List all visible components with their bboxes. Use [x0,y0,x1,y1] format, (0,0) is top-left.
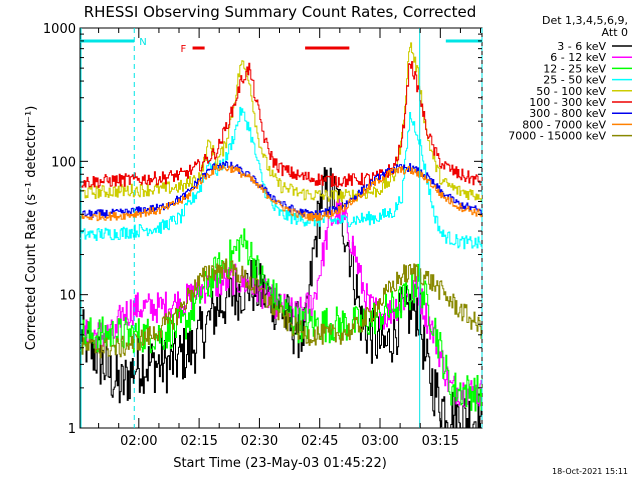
y-tick-label: 1 [68,422,76,437]
plot-frame-rect [79,27,483,429]
legend-header-line-2: Att 0 [602,26,628,39]
footer-timestamp: 18-Oct-2021 15:11 [552,467,628,476]
series-line-7 [80,161,482,219]
series-lines [80,42,482,428]
legend-entry-label: 100 - 300 keV [529,96,606,109]
x-tick-label: 03:15 [422,434,459,449]
y-tick-label: 10 [59,289,76,304]
legend-header-line-1: Det 1,3,4,5,6,9, [542,14,628,27]
chart-title: RHESSI Observing Summary Count Rates, Co… [84,3,477,21]
annotations: NF [80,28,483,428]
x-axis-label: Start Time (23-May-03 01:45:22) [173,456,387,471]
x-tick-label: 02:30 [241,434,278,449]
series-line-4 [80,106,482,250]
night-label: N [139,37,146,48]
series-line-6 [80,61,482,188]
legend-entry-label: 3 - 6 keV [557,40,606,53]
legend-entry-label: 800 - 7000 keV [522,118,606,131]
legend-entry-label: 12 - 25 keV [543,62,606,75]
legend-entry-label: 25 - 50 keV [543,74,606,87]
x-tick-label: 02:00 [120,434,157,449]
x-tick-label: 03:00 [361,434,398,449]
legend-entry-label: 6 - 12 keV [550,51,606,64]
series-line-8 [80,164,482,222]
flare-label: F [181,44,187,55]
series-line-9 [80,258,482,359]
plot-frame [79,27,483,429]
x-tick-label: 02:45 [301,434,338,449]
y-tick-label: 100 [51,155,76,170]
legend-entry-label: 7000 - 15000 keV [508,130,606,143]
series-line-5 [80,42,482,203]
y-axis-label: Corrected Count Rate (s⁻¹ detector⁻¹) [24,106,39,351]
y-tick-label: 1000 [43,22,76,37]
axes: 1 10 100 1000 02:00 02:15 02:30 02:45 03:00 03:15 [43,22,482,449]
x-tick-label: 02:15 [180,434,217,449]
legend-entry-label: 50 - 100 keV [536,85,606,98]
legend-entry-label: 300 - 800 keV [529,107,606,120]
